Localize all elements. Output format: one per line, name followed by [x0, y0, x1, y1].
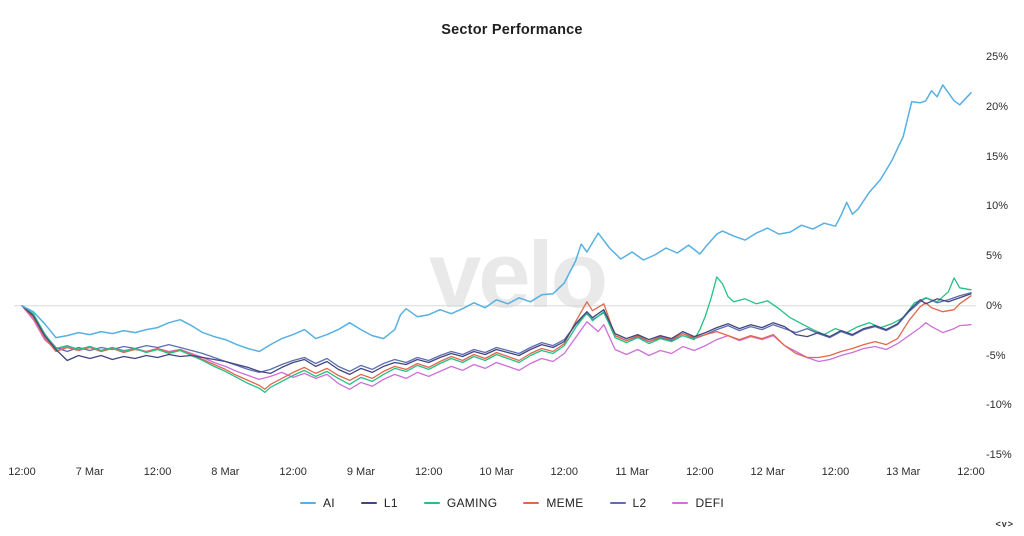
legend-swatch-ai [299, 502, 316, 504]
series-line-meme[interactable] [21, 295, 972, 390]
y-tick-label: 0% [986, 299, 1002, 312]
y-tick-label: 10% [986, 200, 1009, 213]
legend-item-meme[interactable]: MEME [523, 496, 583, 510]
legend-swatch-meme [523, 502, 540, 504]
legend: AI L1 GAMING MEME L2 DEFI [0, 496, 1024, 510]
series-line-gaming[interactable] [21, 276, 972, 393]
legend-item-ai[interactable]: AI [299, 496, 335, 510]
y-tick-label: -10% [986, 399, 1012, 412]
legend-item-l2[interactable]: L2 [609, 496, 647, 510]
legend-item-l1[interactable]: L1 [360, 496, 398, 510]
x-tick-label: 10 Mar [479, 466, 514, 478]
y-tick-label: 5% [986, 250, 1002, 262]
x-tick-label: 12:00 [414, 466, 443, 478]
legend-swatch-l1 [360, 502, 377, 504]
legend-label-l1: L1 [383, 496, 398, 510]
pane-collapse-control[interactable]: <v> [995, 519, 1014, 529]
legend-swatch-gaming [423, 502, 440, 504]
legend-label-meme: MEME [546, 496, 584, 510]
chart-title: Sector Performance [441, 22, 583, 38]
x-tick-label: 12 Mar [750, 466, 785, 478]
legend-swatch-l2 [609, 502, 626, 504]
x-tick-label: 12:00 [957, 466, 985, 478]
x-tick-label: 12:00 [686, 466, 714, 478]
y-tick-label: -5% [986, 349, 1006, 362]
y-tick-label: 25% [986, 51, 1009, 63]
legend-label-ai: AI [322, 496, 335, 510]
x-tick-label: 8 Mar [211, 466, 240, 478]
legend-label-l2: L2 [632, 496, 647, 510]
y-tick-label: 15% [986, 150, 1009, 163]
x-tick-label: 12:00 [550, 466, 579, 478]
x-tick-label: 12:00 [143, 466, 172, 478]
x-tick-label: 12:00 [821, 466, 850, 478]
y-tick-label: 20% [986, 100, 1009, 113]
x-tick-label: 12:00 [279, 466, 307, 478]
y-tick-label: -15% [986, 449, 1012, 461]
series-line-l1[interactable] [21, 293, 972, 376]
legend-label-defi: DEFI [695, 496, 725, 510]
series-line-ai[interactable] [21, 84, 972, 353]
legend-swatch-defi [672, 502, 689, 504]
legend-label-gaming: GAMING [446, 496, 498, 510]
x-tick-label: 9 Mar [346, 466, 375, 478]
legend-item-defi[interactable]: DEFI [672, 496, 724, 510]
x-tick-label: 13 Mar [886, 466, 921, 478]
x-tick-label: 11 Mar [615, 466, 649, 478]
x-tick-label: 7 Mar [75, 466, 104, 478]
legend-item-gaming[interactable]: GAMING [423, 496, 498, 510]
x-tick-label: 12:00 [8, 466, 36, 478]
